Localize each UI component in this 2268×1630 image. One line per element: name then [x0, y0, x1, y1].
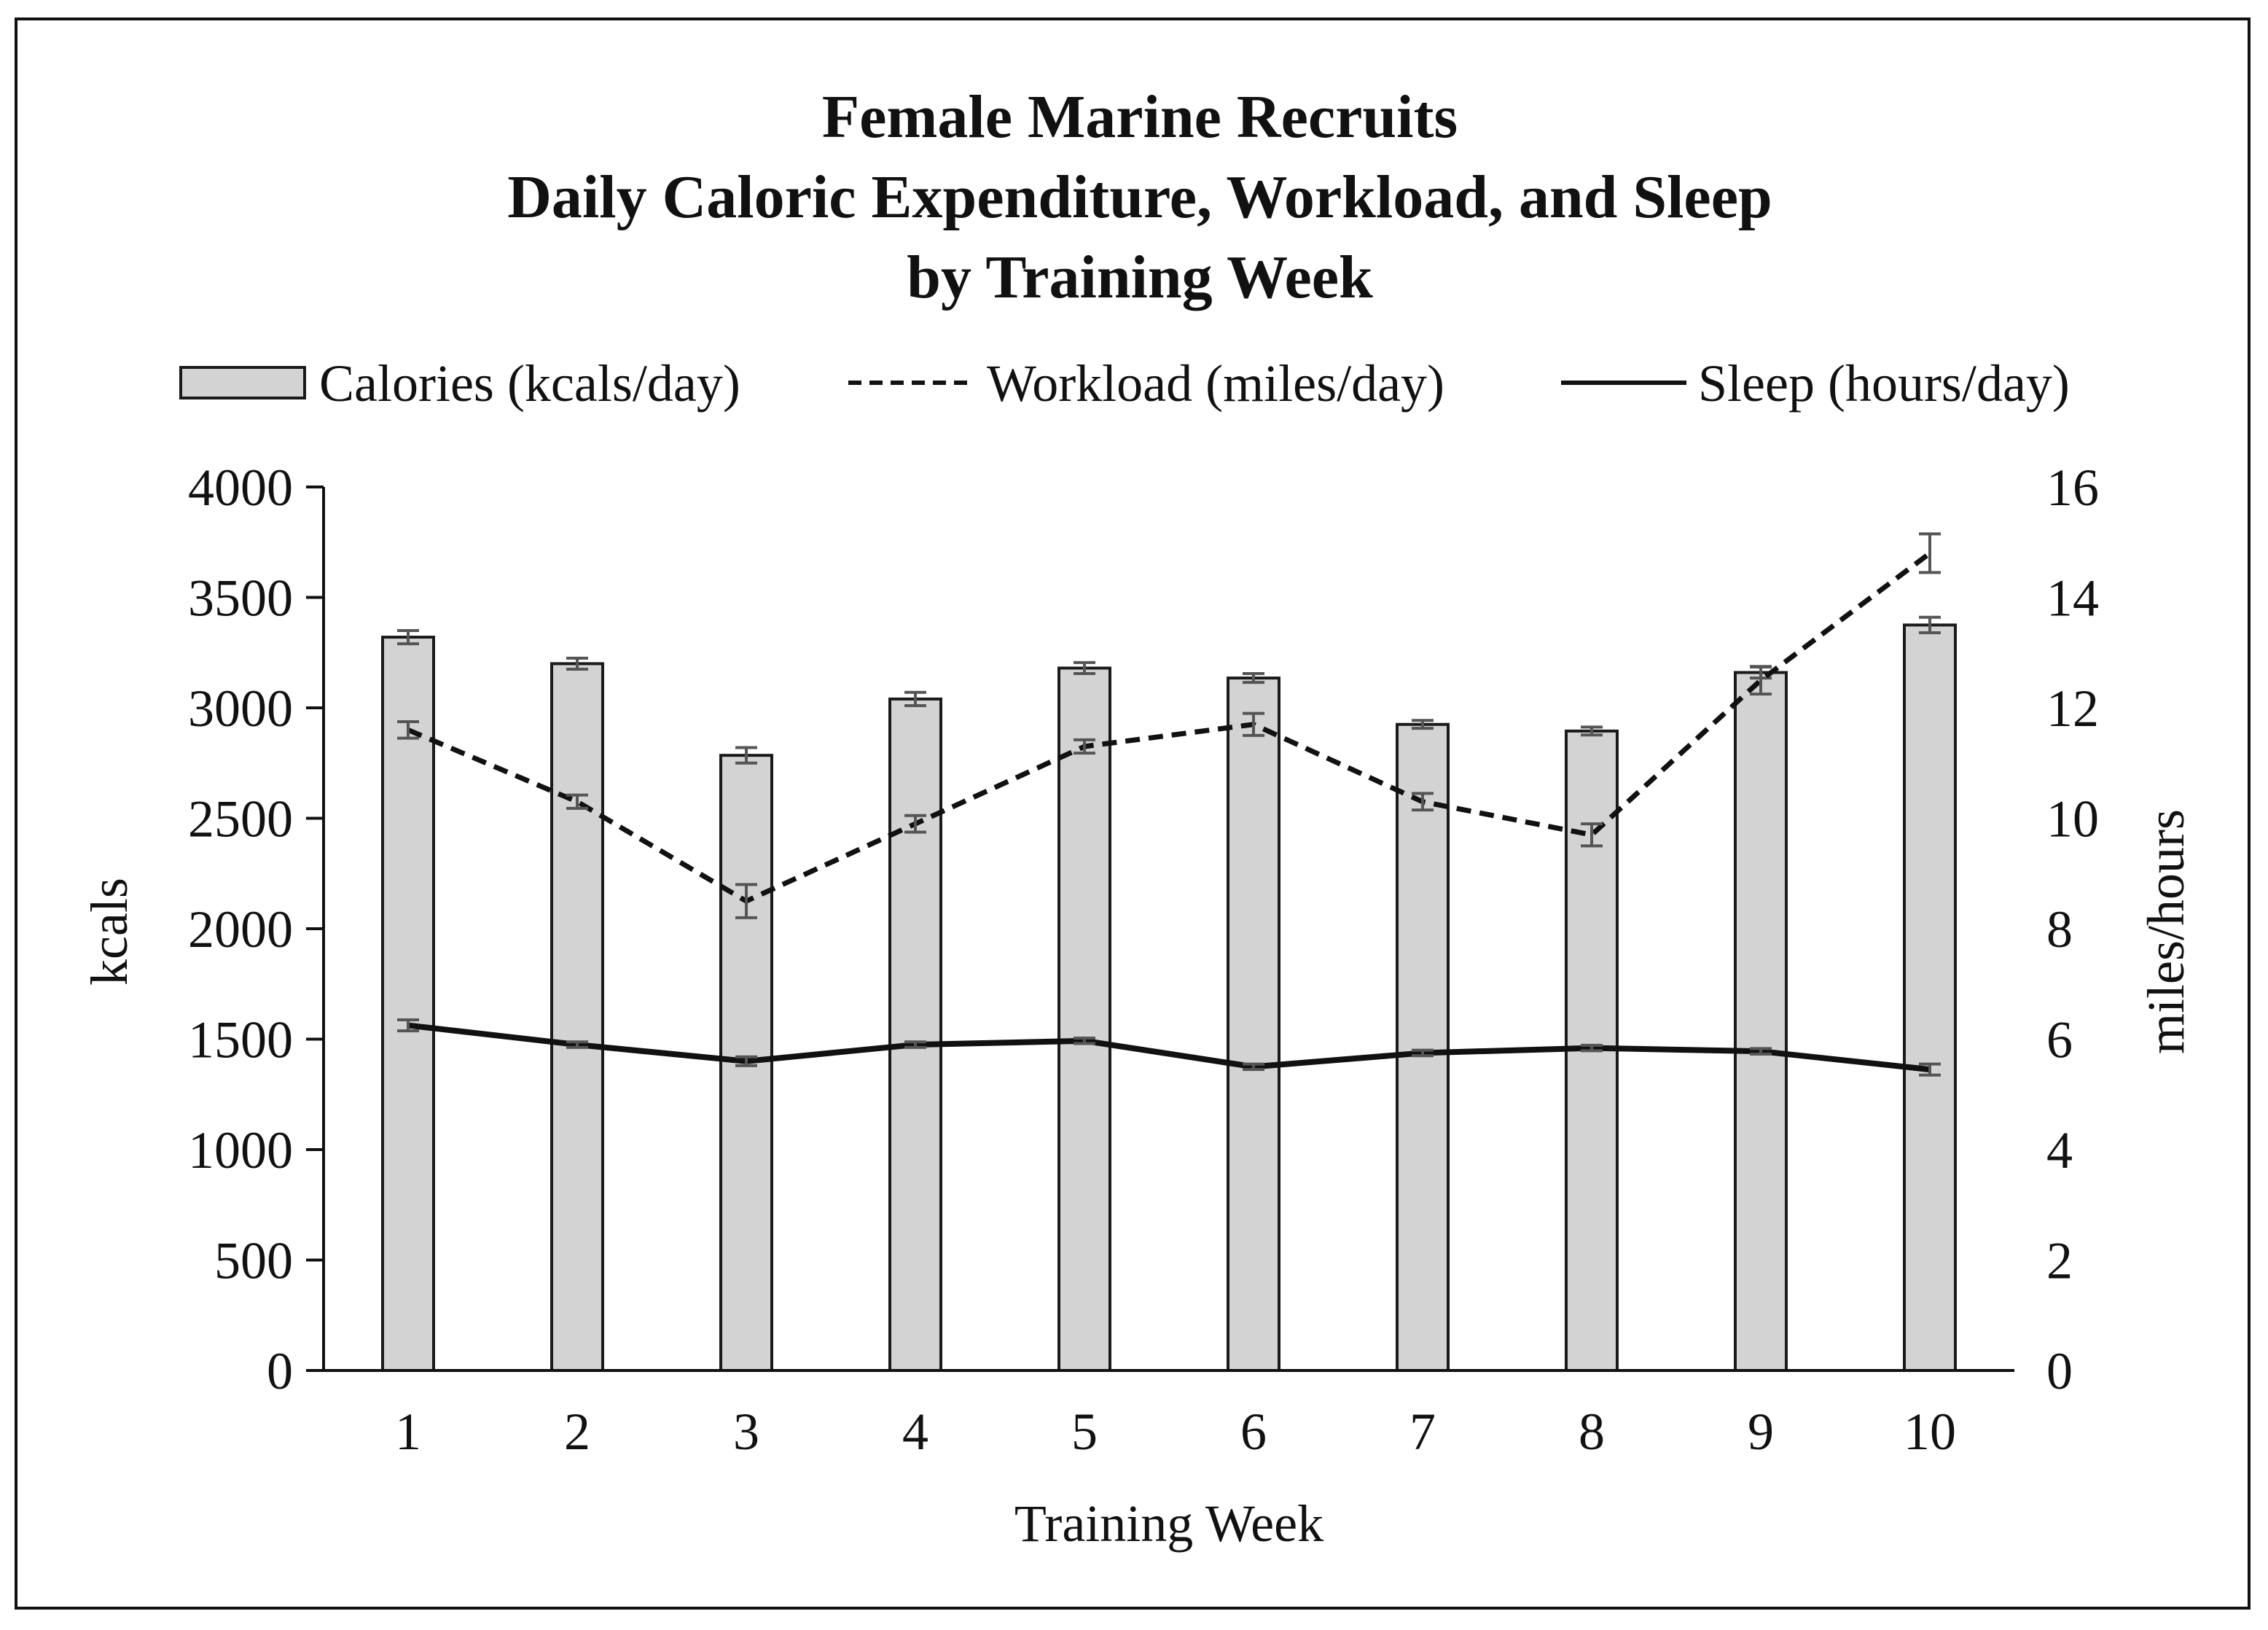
workload-error-bar [735, 883, 757, 919]
x-tick-label: 5 [1071, 1403, 1098, 1461]
calorie-bar [888, 697, 942, 1372]
left-tick-label: 2000 [188, 900, 293, 959]
x-tick-label: 7 [1409, 1403, 1436, 1461]
y2-axis-title: miles/hours [2137, 809, 2195, 1054]
sleep-error-bar [904, 1040, 926, 1049]
workload-error-bar [566, 793, 588, 810]
left-tick-label: 500 [214, 1232, 293, 1290]
chart-frame: Female Marine Recruits Daily Caloric Exp… [15, 17, 2251, 1610]
right-tick-label: 16 [2046, 459, 2099, 517]
workload-error-bar [1412, 792, 1434, 812]
bars [381, 623, 1957, 1372]
line-error-bars [397, 532, 1941, 1077]
calorie-bar [381, 636, 435, 1372]
workload-error-bar [1750, 665, 1772, 696]
x-tick-label: 9 [1748, 1403, 1774, 1461]
calorie-bar [1903, 623, 1957, 1372]
right-tick-label: 4 [2046, 1121, 2073, 1179]
workload-error-bar [904, 814, 926, 834]
sleep-error-bar [1243, 1062, 1264, 1072]
calorie-error-bar [1412, 719, 1434, 730]
sleep-error-bar [1750, 1047, 1772, 1056]
calorie-error-bar [735, 746, 757, 765]
workload-error-bar [1074, 738, 1095, 755]
calorie-error-bar [566, 656, 588, 671]
x-tick-label: 6 [1240, 1403, 1267, 1461]
right-tick-label: 12 [2046, 679, 2099, 738]
right-axis-ticks: 0 2 4 6 8 10 12 14 16 [2046, 459, 2099, 1400]
right-tick-label: 14 [2046, 569, 2099, 628]
left-tick-label: 1000 [188, 1121, 293, 1179]
chart-title-line-2: Daily Caloric Expenditure, Workload, and… [507, 163, 1772, 231]
chart-svg: Female Marine Recruits Daily Caloric Exp… [80, 83, 2195, 1553]
left-tick-label: 2500 [188, 790, 293, 849]
calorie-error-bar [1919, 615, 1941, 634]
series-lines [407, 551, 1932, 1073]
calorie-error-bar [1243, 672, 1264, 685]
right-tick-label: 10 [2046, 790, 2099, 849]
right-tick-label: 0 [2046, 1342, 2073, 1400]
sleep-error-bar [1581, 1043, 1603, 1053]
sleep-error-bar [735, 1055, 757, 1067]
sleep-error-bar [397, 1018, 419, 1033]
calorie-bar [1396, 722, 1450, 1372]
legend-label-workload: Workload (miles/day) [987, 354, 1444, 413]
left-tick-label: 3000 [188, 679, 293, 738]
chart-title: Female Marine Recruits Daily Caloric Exp… [507, 83, 1772, 311]
legend: Calories (kcals/day) Workload (miles/day… [179, 354, 2070, 413]
sleep-error-bar [1074, 1036, 1095, 1045]
x-tick-label: 8 [1579, 1403, 1605, 1461]
chart-title-line-1: Female Marine Recruits [822, 83, 1458, 151]
left-tick-label: 3500 [188, 569, 293, 628]
legend-label-calories: Calories (kcals/day) [319, 354, 740, 413]
calorie-error-bar [397, 628, 419, 646]
sleep-error-bar [1412, 1048, 1434, 1058]
calorie-error-bar [904, 690, 926, 707]
right-tick-label: 8 [2046, 900, 2073, 959]
legend-label-sleep: Sleep (hours/day) [1698, 354, 2070, 413]
x-axis-title: Training Week [1014, 1494, 1323, 1553]
legend-swatch-calories [179, 366, 306, 399]
left-tick-label: 4000 [188, 459, 293, 517]
calorie-bar [1057, 666, 1111, 1372]
sleep-error-bar [566, 1040, 588, 1049]
left-axis-ticks: 0 500 1000 1500 2000 2500 3000 3500 4000 [188, 459, 324, 1400]
calorie-error-bar [1074, 660, 1095, 676]
workload-line [407, 551, 1932, 904]
left-tick-label: 1500 [188, 1011, 293, 1069]
calorie-bar [550, 662, 604, 1372]
sleep-error-bar [1919, 1062, 1941, 1077]
workload-error-bar [1581, 822, 1603, 848]
x-tick-label: 3 [733, 1403, 759, 1461]
workload-error-bar [397, 720, 419, 740]
calorie-error-bar [1581, 725, 1603, 737]
y-axis-title: kcals [80, 878, 138, 986]
x-tick-label: 1 [395, 1403, 421, 1461]
calorie-bar [1227, 676, 1280, 1372]
workload-error-bar [1243, 711, 1264, 737]
x-tick-label: 2 [564, 1403, 590, 1461]
calorie-bar [1734, 671, 1788, 1372]
sleep-line [407, 1022, 1931, 1073]
x-tick-label: 4 [902, 1403, 928, 1461]
bar-error-bars [397, 615, 1941, 765]
right-tick-label: 6 [2046, 1011, 2073, 1069]
x-tick-label: 10 [1904, 1403, 1956, 1461]
chart-title-line-3: by Training Week [907, 243, 1373, 311]
x-axis-ticks: 1 2 3 4 5 6 7 8 9 10 [395, 1403, 1956, 1461]
right-tick-label: 2 [2046, 1232, 2073, 1290]
workload-error-bar [1919, 532, 1941, 574]
left-tick-label: 0 [267, 1342, 293, 1400]
